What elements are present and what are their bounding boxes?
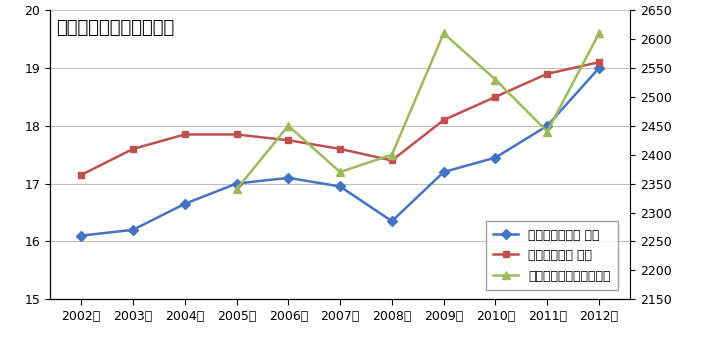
中古戸建住宅 成約 [77, 173, 85, 177]
中古マンション 成約 [336, 184, 344, 188]
Text: 平均築年数の推移（年）: 平均築年数の推移（年） [56, 19, 174, 37]
マンション成約平均価格 [387, 153, 396, 157]
中古戸建住宅 成約 [232, 132, 241, 136]
中古マンション 成約 [491, 156, 500, 160]
中古戸建住宅 成約 [440, 118, 448, 122]
マンション成約平均価格 [440, 31, 448, 35]
中古マンション 成約 [595, 66, 604, 70]
中古戸建住宅 成約 [543, 72, 551, 76]
Line: マンション成約平均価格: マンション成約平均価格 [233, 29, 603, 193]
Line: 中古マンション 成約: 中古マンション 成約 [78, 65, 602, 239]
Line: 中古戸建住宅 成約: 中古戸建住宅 成約 [78, 59, 602, 178]
中古戸建住宅 成約 [336, 147, 344, 151]
中古戸建住宅 成約 [180, 132, 189, 136]
中古マンション 成約 [77, 234, 85, 238]
中古マンション 成約 [232, 182, 241, 186]
マンション成約平均価格 [284, 124, 293, 128]
中古マンション 成約 [543, 124, 551, 128]
Legend: 中古マンション 成約, 中古戸建住宅 成約, マンション成約平均価格: 中古マンション 成約, 中古戸建住宅 成約, マンション成約平均価格 [485, 221, 618, 290]
マンション成約平均価格 [595, 31, 604, 35]
中古戸建住宅 成約 [387, 158, 396, 163]
中古戸建住宅 成約 [129, 147, 137, 151]
中古マンション 成約 [440, 170, 448, 174]
マンション成約平均価格 [491, 78, 500, 82]
中古戸建住宅 成約 [284, 138, 293, 142]
マンション成約平均価格 [543, 130, 551, 134]
中古戸建住宅 成約 [491, 95, 500, 99]
マンション成約平均価格 [232, 187, 241, 191]
中古マンション 成約 [180, 202, 189, 206]
中古戸建住宅 成約 [595, 60, 604, 64]
中古マンション 成約 [284, 176, 293, 180]
中古マンション 成約 [129, 228, 137, 232]
マンション成約平均価格 [336, 170, 344, 174]
中古マンション 成約 [387, 219, 396, 223]
